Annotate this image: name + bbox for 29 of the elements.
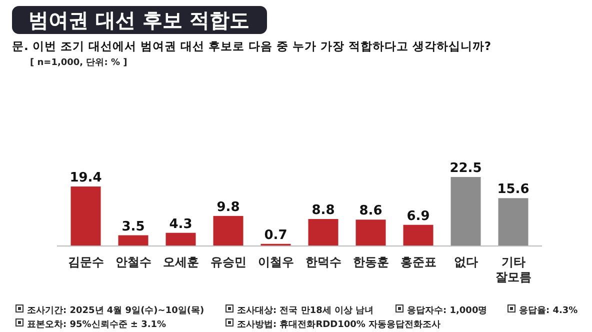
data-label: 15.6 <box>497 182 530 198</box>
x-tick-label: 유승민 <box>210 255 246 269</box>
x-tick-label: 오세훈 <box>162 255 199 269</box>
chart-title: 범여권 대선 후보 적합도 <box>28 8 250 32</box>
data-label: 9.8 <box>216 200 240 215</box>
data-label: 4.3 <box>169 216 192 232</box>
x-tick-label: 없다 <box>454 255 478 269</box>
text: 조사방법: 휴대전화RDD100% 자동응답전화조사 <box>237 320 441 330</box>
x-tick-label: 이철우 <box>258 255 294 269</box>
text: 응답자수: 1,000명 <box>407 306 488 316</box>
data-label: 0.7 <box>264 228 288 243</box>
text: [ n=1,000, 단위: % ] <box>30 58 128 68</box>
chart-subtitle: 문. 이번 조기 대선에서 범여권 대선 후보로 다음 중 누가 가장 적합하다고 생각하십니까? <box>12 39 492 53</box>
data-label: 8.8 <box>312 203 335 218</box>
x-tick-label: 한덕수 <box>305 255 342 269</box>
x-tick-label: 안철수 <box>115 255 152 269</box>
text: 표본오차: 95%신뢰수준 ± 3.1% <box>27 320 166 330</box>
data-label: 22.5 <box>450 161 482 176</box>
x-tick-label: 한동훈 <box>352 255 389 269</box>
data-label: 8.6 <box>359 204 382 219</box>
data-label: 6.9 <box>406 208 430 224</box>
text: 응답율: 4.3% <box>519 306 578 316</box>
x-tick-label: 홍준표 <box>400 255 436 269</box>
text: 조사대상: 전국 만18세 이상 남녀 <box>237 306 374 316</box>
text: 조사기간: 2025년 4월 9일(수)~10일(목) <box>27 306 204 316</box>
data-label: 3.5 <box>122 219 145 234</box>
data-label: 19.4 <box>70 170 102 186</box>
x-tick-label: 김문수 <box>68 255 104 269</box>
x-tick-label: 기타 잘모름 <box>495 255 532 284</box>
